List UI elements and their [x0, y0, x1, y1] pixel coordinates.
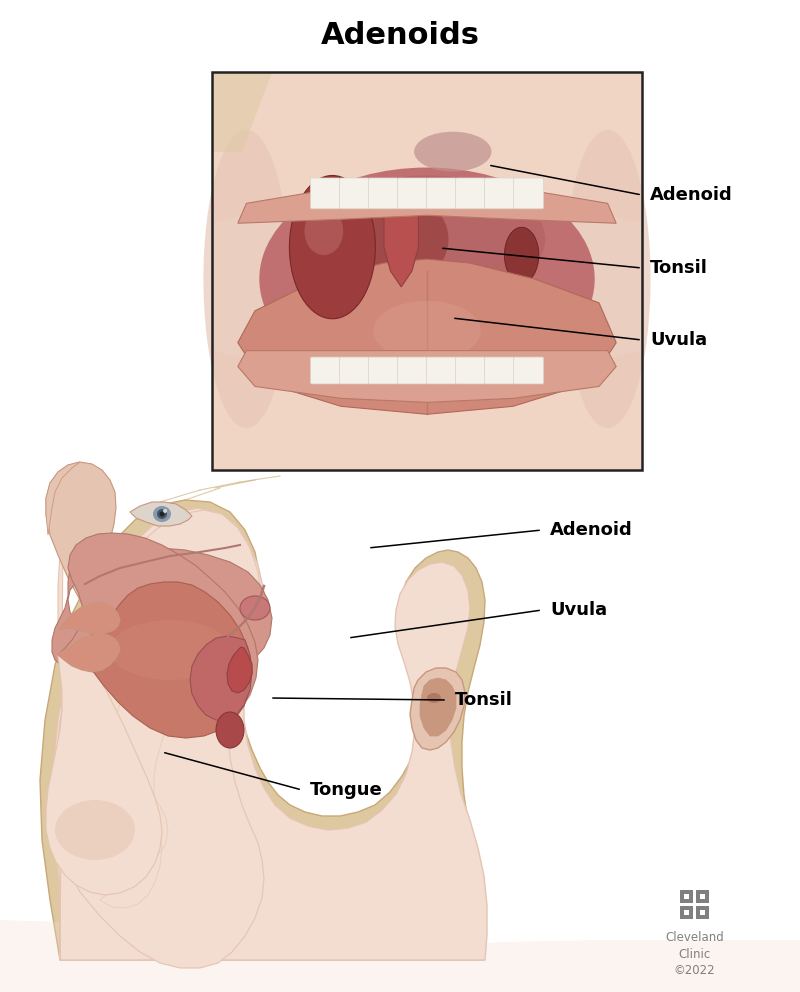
Ellipse shape	[565, 130, 650, 429]
Polygon shape	[384, 191, 418, 287]
Ellipse shape	[309, 176, 546, 303]
Bar	[212, 72, 642, 470]
Ellipse shape	[216, 712, 244, 748]
Polygon shape	[46, 462, 80, 535]
Text: Adenoid: Adenoid	[550, 521, 633, 539]
Ellipse shape	[290, 176, 375, 318]
Polygon shape	[52, 508, 487, 960]
Polygon shape	[212, 72, 272, 152]
Ellipse shape	[157, 509, 167, 519]
Polygon shape	[130, 502, 192, 526]
Bar	[700, 910, 705, 915]
Text: Tonsil: Tonsil	[650, 259, 708, 277]
Ellipse shape	[153, 506, 171, 522]
FancyBboxPatch shape	[426, 178, 457, 209]
Bar	[680, 890, 693, 903]
FancyBboxPatch shape	[369, 178, 398, 209]
Polygon shape	[68, 582, 252, 738]
Text: Tongue: Tongue	[310, 781, 382, 799]
Text: Adenoid: Adenoid	[650, 186, 733, 204]
Ellipse shape	[427, 693, 441, 703]
Polygon shape	[238, 180, 616, 223]
Polygon shape	[54, 510, 264, 968]
Polygon shape	[46, 462, 116, 618]
Polygon shape	[46, 653, 162, 895]
Ellipse shape	[159, 512, 165, 517]
FancyBboxPatch shape	[514, 178, 544, 209]
Polygon shape	[100, 662, 170, 908]
Bar	[684, 910, 689, 915]
Ellipse shape	[259, 168, 594, 391]
Text: Adenoids: Adenoids	[321, 22, 479, 51]
Polygon shape	[420, 678, 456, 736]
Polygon shape	[40, 500, 485, 960]
Polygon shape	[227, 647, 252, 693]
Polygon shape	[58, 634, 120, 672]
FancyBboxPatch shape	[485, 357, 514, 384]
Ellipse shape	[354, 195, 449, 283]
Ellipse shape	[305, 207, 343, 255]
Polygon shape	[212, 350, 642, 470]
Polygon shape	[58, 602, 120, 634]
FancyBboxPatch shape	[485, 178, 514, 209]
Text: Uvula: Uvula	[650, 331, 707, 349]
Bar	[212, 72, 642, 470]
FancyBboxPatch shape	[310, 178, 341, 209]
Bar	[696, 906, 709, 919]
Bar	[696, 890, 709, 903]
FancyBboxPatch shape	[339, 357, 370, 384]
FancyBboxPatch shape	[514, 357, 544, 384]
Polygon shape	[52, 548, 272, 668]
Polygon shape	[212, 72, 642, 223]
Bar	[680, 906, 693, 919]
Text: Uvula: Uvula	[550, 601, 607, 619]
Polygon shape	[238, 350, 616, 403]
Ellipse shape	[203, 130, 290, 429]
Ellipse shape	[110, 620, 230, 680]
Ellipse shape	[240, 596, 270, 620]
Polygon shape	[58, 533, 258, 734]
Ellipse shape	[163, 509, 167, 513]
Bar	[684, 894, 689, 899]
Ellipse shape	[55, 800, 135, 860]
FancyBboxPatch shape	[310, 357, 341, 384]
Polygon shape	[238, 259, 616, 415]
Ellipse shape	[414, 132, 491, 172]
FancyBboxPatch shape	[398, 357, 427, 384]
Polygon shape	[190, 636, 252, 720]
Text: Cleveland
Clinic
©2022: Cleveland Clinic ©2022	[665, 931, 724, 977]
Ellipse shape	[505, 227, 539, 283]
Text: Tonsil: Tonsil	[455, 691, 513, 709]
FancyBboxPatch shape	[455, 178, 486, 209]
Ellipse shape	[374, 301, 481, 360]
FancyBboxPatch shape	[455, 357, 486, 384]
FancyBboxPatch shape	[426, 357, 457, 384]
Polygon shape	[410, 668, 465, 750]
FancyBboxPatch shape	[398, 178, 427, 209]
Polygon shape	[0, 920, 800, 992]
FancyBboxPatch shape	[339, 178, 370, 209]
Bar	[700, 894, 705, 899]
FancyBboxPatch shape	[369, 357, 398, 384]
